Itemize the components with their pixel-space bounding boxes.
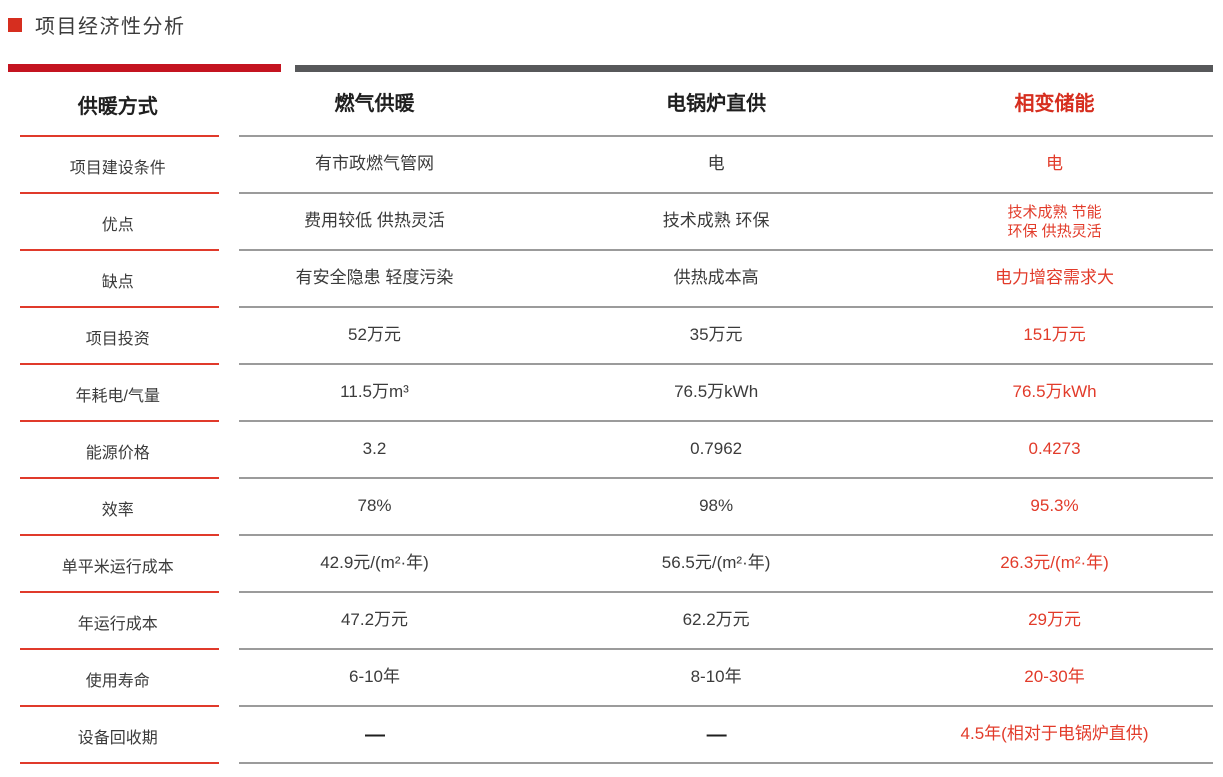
table-row-payback-period: 设备回收期 — — 4.5年(相对于电锅炉直供): [8, 707, 1214, 764]
row-label: 设备回收期: [8, 707, 228, 764]
cell-pcm: 151万元: [922, 308, 1214, 365]
cell-gas: 费用较低 供热灵活: [238, 194, 511, 251]
table-row-disadvantages: 缺点 有安全隐患 轻度污染 供热成本高 电力增容需求大: [8, 251, 1214, 308]
cell-pcm-line-1: 技术成熟 节能: [1007, 203, 1102, 221]
row-label: 单平米运行成本: [8, 536, 228, 593]
cell-boiler: 35万元: [510, 308, 923, 365]
table-row-annual-consumption: 年耗电/气量 11.5万m³ 76.5万kWh 76.5万kWh: [8, 365, 1214, 422]
cell-pcm: 0.4273: [922, 422, 1214, 479]
row-label: 使用寿命: [8, 650, 228, 707]
cell-gas: 有市政燃气管网: [238, 137, 511, 194]
cell-pcm: 4.5年(相对于电锅炉直供): [922, 707, 1214, 764]
row-label: 年耗电/气量: [8, 365, 228, 422]
cell-pcm: 电: [922, 137, 1214, 194]
cell-pcm: 95.3%: [922, 479, 1214, 536]
cell-pcm: 电力增容需求大: [922, 251, 1214, 308]
row-label: 项目建设条件: [8, 137, 228, 194]
cell-gas: 52万元: [238, 308, 511, 365]
cell-boiler: 76.5万kWh: [510, 365, 923, 422]
cell-boiler: 0.7962: [510, 422, 923, 479]
table-row-efficiency: 效率 78% 98% 95.3%: [8, 479, 1214, 536]
cell-gas: 11.5万m³: [238, 365, 511, 422]
table-row-service-life: 使用寿命 6-10年 8-10年 20-30年: [8, 650, 1214, 707]
cell-boiler: —: [510, 707, 923, 764]
table-row-construction-conditions: 项目建设条件 有市政燃气管网 电 电: [8, 137, 1214, 194]
cell-gas: 有安全隐患 轻度污染: [238, 251, 511, 308]
table-top-band: [8, 64, 1213, 72]
table-row-advantages: 优点 费用较低 供热灵活 技术成熟 环保 技术成熟 节能 环保 供热灵活: [8, 194, 1214, 251]
cell-boiler: 技术成熟 环保: [510, 194, 923, 251]
cell-pcm: 29万元: [922, 593, 1214, 650]
table-row-energy-price: 能源价格 3.2 0.7962 0.4273: [8, 422, 1214, 479]
page-title-block: 项目经济性分析: [8, 10, 186, 39]
cell-gas: 47.2万元: [238, 593, 511, 650]
title-bullet-icon: [8, 18, 22, 32]
cell-pcm: 技术成熟 节能 环保 供热灵活: [922, 194, 1214, 251]
row-label: 缺点: [8, 251, 228, 308]
header-label-cell: 供暖方式: [8, 72, 228, 137]
dash-placeholder: —: [706, 723, 727, 746]
label-column-accent-bar: [8, 64, 281, 72]
table-row-annual-operating-cost: 年运行成本 47.2万元 62.2万元 29万元: [8, 593, 1214, 650]
page-title: 项目经济性分析: [35, 16, 186, 38]
heating-comparison-table: 供暖方式 燃气供暖 电锅炉直供 相变储能 项目建设条件 有市政燃气管网 电 电 …: [8, 64, 1214, 764]
column-header-gas-heating: 燃气供暖: [238, 72, 511, 137]
table-header-row: 供暖方式 燃气供暖 电锅炉直供 相变储能: [8, 72, 1214, 137]
row-label: 能源价格: [8, 422, 228, 479]
cell-pcm: 76.5万kWh: [922, 365, 1214, 422]
cell-boiler: 供热成本高: [510, 251, 923, 308]
cell-boiler: 56.5元/(m²·年): [510, 536, 923, 593]
table-row-cost-per-sqm: 单平米运行成本 42.9元/(m²·年) 56.5元/(m²·年) 26.3元/…: [8, 536, 1214, 593]
cell-pcm: 26.3元/(m²·年): [922, 536, 1214, 593]
column-header-phase-change: 相变储能: [922, 72, 1214, 137]
cell-boiler: 62.2万元: [510, 593, 923, 650]
cell-boiler: 98%: [510, 479, 923, 536]
cell-gas: 6-10年: [238, 650, 511, 707]
cell-boiler: 电: [510, 137, 923, 194]
cell-gas: 78%: [238, 479, 511, 536]
row-label: 年运行成本: [8, 593, 228, 650]
column-header-electric-boiler: 电锅炉直供: [510, 72, 923, 137]
cell-pcm: 20-30年: [922, 650, 1214, 707]
row-label: 项目投资: [8, 308, 228, 365]
cell-boiler: 8-10年: [510, 650, 923, 707]
cell-gas: 3.2: [238, 422, 511, 479]
cell-gas: 42.9元/(m²·年): [238, 536, 511, 593]
cell-gas: —: [238, 707, 511, 764]
row-label: 效率: [8, 479, 228, 536]
dash-placeholder: —: [365, 723, 385, 746]
row-label: 优点: [8, 194, 228, 251]
table-row-investment: 项目投资 52万元 35万元 151万元: [8, 308, 1214, 365]
data-columns-accent-bar: [295, 65, 1213, 72]
cell-pcm-line-2: 环保 供热灵活: [1007, 222, 1102, 240]
